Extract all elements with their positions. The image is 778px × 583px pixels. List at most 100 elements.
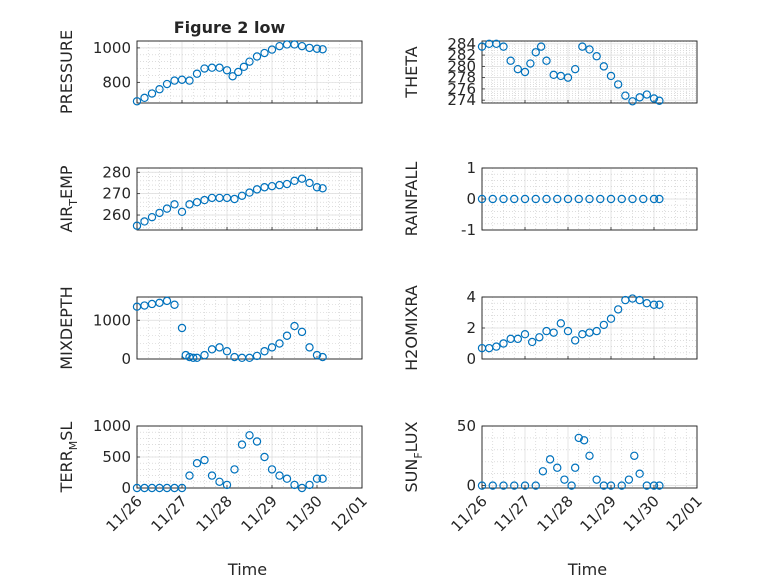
y-axis-label: THETA bbox=[402, 46, 421, 98]
data-point bbox=[305, 178, 314, 188]
data-point bbox=[578, 42, 587, 51]
data-point bbox=[599, 320, 609, 330]
data-point bbox=[553, 463, 562, 472]
data-point bbox=[177, 483, 187, 493]
data-point bbox=[570, 64, 580, 74]
y-tick-label: 1 bbox=[466, 159, 476, 177]
data-point bbox=[506, 56, 515, 65]
data-point bbox=[592, 326, 601, 336]
x-tick-label: 11/29 bbox=[238, 492, 281, 535]
data-point bbox=[513, 334, 523, 344]
y-tick-label: 280 bbox=[102, 163, 131, 181]
data-point bbox=[230, 194, 239, 204]
data-point bbox=[140, 217, 149, 226]
data-point bbox=[492, 39, 501, 49]
x-tick-label: 11/27 bbox=[148, 492, 191, 535]
data-point bbox=[282, 474, 292, 483]
data-point bbox=[297, 483, 307, 493]
axes-1: 800 1000 PRESSURE Figure 2 low bbox=[57, 18, 363, 114]
data-point bbox=[252, 52, 262, 61]
y-axis-label: SUNFLUX bbox=[402, 421, 425, 492]
y-tick-label: 260 bbox=[102, 206, 131, 224]
axes-border bbox=[136, 167, 363, 231]
data-point bbox=[542, 194, 551, 204]
data-point bbox=[585, 194, 594, 204]
data-point bbox=[599, 62, 609, 71]
data-point bbox=[245, 188, 254, 197]
data-point bbox=[570, 463, 580, 472]
data-point bbox=[155, 298, 164, 308]
data-point bbox=[606, 71, 616, 81]
data-point bbox=[520, 481, 530, 490]
data-point bbox=[290, 480, 299, 490]
data-point bbox=[252, 185, 262, 194]
data-point bbox=[531, 481, 540, 490]
y-tick-label: 1000 bbox=[93, 39, 131, 57]
axes-border bbox=[481, 296, 698, 360]
data-point bbox=[215, 477, 224, 486]
data-point bbox=[260, 347, 269, 356]
data-point bbox=[606, 481, 616, 490]
data-point bbox=[147, 89, 157, 98]
y-tick-label: 274 bbox=[447, 91, 476, 109]
data-point bbox=[617, 194, 626, 204]
data-point bbox=[290, 176, 299, 186]
y-tick-label: 282 bbox=[447, 46, 476, 64]
data-point bbox=[535, 333, 544, 342]
data-point bbox=[613, 305, 623, 314]
x-axis-label: Time bbox=[567, 560, 607, 579]
data-point bbox=[260, 48, 269, 58]
data-point bbox=[267, 465, 277, 474]
x-tick-label: 12/01 bbox=[328, 492, 371, 535]
data-point bbox=[140, 93, 149, 103]
y-tick-label: 500 bbox=[102, 448, 131, 466]
x-tick-label: 11/30 bbox=[620, 492, 663, 535]
axes-border bbox=[481, 167, 698, 231]
axes-border bbox=[481, 425, 698, 489]
data-point bbox=[162, 79, 172, 89]
data-point bbox=[252, 351, 262, 361]
data-point bbox=[574, 194, 583, 204]
data-point bbox=[245, 57, 254, 66]
data-point bbox=[192, 459, 202, 468]
x-tick-label: 12/01 bbox=[663, 492, 706, 535]
data-point bbox=[239, 62, 249, 72]
data-point bbox=[510, 481, 519, 490]
data-point bbox=[477, 481, 487, 490]
y-tick-label: 284 bbox=[447, 35, 476, 53]
data-point bbox=[192, 198, 202, 207]
data-point bbox=[624, 475, 634, 484]
y-tick-label: -1 bbox=[461, 221, 476, 239]
data-point bbox=[649, 194, 659, 204]
y-tick-label: 0 bbox=[466, 190, 476, 208]
data-point bbox=[290, 40, 299, 49]
data-point bbox=[200, 455, 209, 465]
data-point bbox=[192, 353, 202, 363]
data-point bbox=[531, 48, 540, 57]
data-point bbox=[628, 194, 637, 204]
data-point bbox=[297, 327, 307, 337]
data-point bbox=[560, 475, 569, 484]
axes-border bbox=[481, 40, 698, 104]
data-point bbox=[513, 64, 523, 74]
data-point bbox=[275, 41, 284, 51]
data-point bbox=[207, 471, 217, 480]
data-point bbox=[520, 194, 530, 204]
data-point bbox=[189, 353, 198, 363]
data-point bbox=[230, 465, 239, 474]
data-point bbox=[655, 300, 664, 309]
data-point bbox=[222, 480, 232, 490]
data-point bbox=[318, 184, 327, 193]
data-point bbox=[477, 42, 487, 51]
data-point bbox=[215, 343, 224, 352]
data-point bbox=[630, 451, 639, 461]
data-point bbox=[527, 337, 537, 347]
data-point bbox=[147, 212, 157, 222]
data-point bbox=[617, 481, 626, 490]
y-tick-label: 0 bbox=[466, 477, 476, 495]
data-point bbox=[520, 330, 530, 339]
data-point bbox=[282, 179, 292, 189]
axes-3: 260 270 280 AIRTEMP bbox=[57, 163, 363, 233]
data-point bbox=[592, 475, 601, 484]
